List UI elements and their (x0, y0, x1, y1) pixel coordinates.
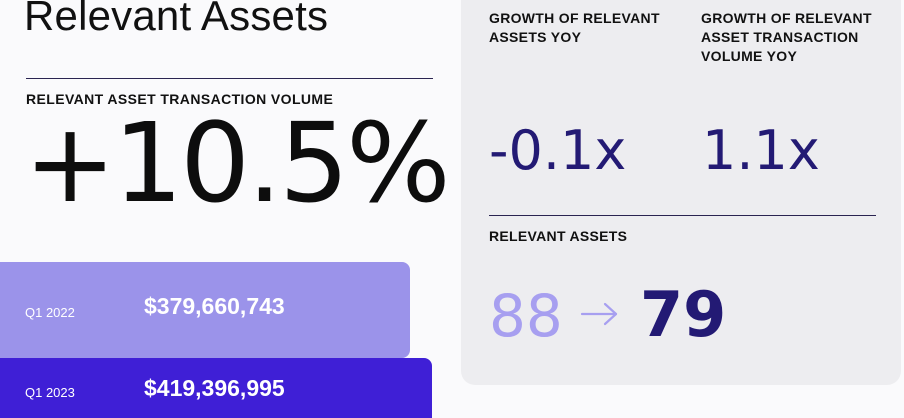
growth-assets-label: GROWTH OF RELEVANT ASSETS YOY (489, 10, 660, 45)
divider (26, 78, 433, 79)
arrow-right-icon (580, 302, 618, 326)
quarter-amount: $419,396,995 (144, 375, 285, 401)
growth-volume-value: 1.1x (702, 119, 820, 182)
growth-volume-label: GROWTH OF RELEVANT ASSET TRANSACTION VOL… (701, 10, 872, 64)
growth-panel (461, 0, 901, 385)
assets-count-current: 79 (640, 278, 727, 351)
quarter-amount: $379,660,743 (144, 293, 285, 319)
divider (489, 215, 876, 216)
quarter-label: Q1 2023 (25, 385, 75, 400)
growth-assets-value: -0.1x (489, 119, 627, 182)
assets-count-previous: 88 (489, 282, 563, 350)
quarter-label: Q1 2022 (25, 305, 75, 320)
quarter-bar-2023: Q1 2023 $419,396,995 (0, 358, 432, 418)
quarter-bar-2022: Q1 2022 $379,660,743 (0, 262, 410, 358)
page-title: Relevant Assets (24, 0, 329, 39)
relevant-assets-label: RELEVANT ASSETS (489, 228, 628, 244)
transaction-volume-label: RELEVANT ASSET TRANSACTION VOLUME (26, 91, 334, 107)
transaction-volume-change: +10.5% (24, 99, 451, 227)
